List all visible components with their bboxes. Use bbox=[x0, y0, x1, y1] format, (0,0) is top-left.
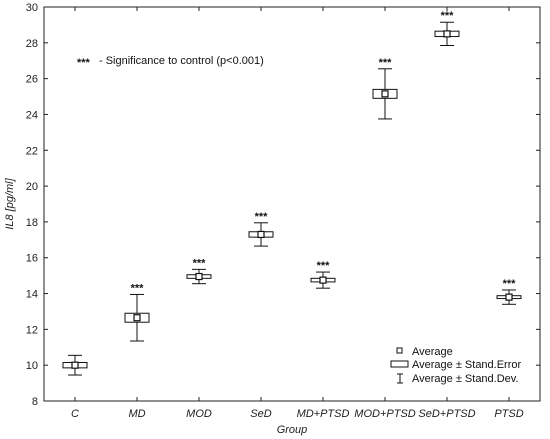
y-tick-label: 16 bbox=[26, 253, 38, 265]
x-axis-title: Group bbox=[277, 424, 308, 436]
mean-marker bbox=[381, 90, 389, 98]
group-sed-plus-ptsd: *** bbox=[434, 10, 460, 47]
mean-marker bbox=[133, 314, 141, 322]
group-mod-plus-ptsd: *** bbox=[372, 57, 398, 120]
y-tick-label: 10 bbox=[26, 360, 38, 372]
y-tick-label: 22 bbox=[26, 145, 38, 157]
y-tick-label: 18 bbox=[26, 217, 38, 229]
x-tick-label: PTSD bbox=[494, 408, 523, 420]
group-md: *** bbox=[124, 282, 150, 342]
significance-note: *** - Significance to control (p<0.001) bbox=[77, 55, 264, 69]
x-tick-label: MOD+PTSD bbox=[354, 408, 415, 420]
group-ptsd: *** bbox=[496, 278, 522, 305]
y-tick-label: 30 bbox=[26, 2, 38, 14]
y-tick-label: 8 bbox=[32, 396, 38, 408]
mean-marker bbox=[195, 272, 203, 281]
mean-marker bbox=[505, 293, 513, 301]
x-axis: C MD MOD SeD MD+PTSD MOD+PTSD SeD+PTSD PTSD bbox=[71, 7, 524, 420]
significance-label: *** bbox=[441, 10, 455, 22]
legend-sd-icon bbox=[397, 373, 403, 384]
note-text: - Significance to control (p<0.001) bbox=[99, 55, 264, 67]
y-axis: 8 10 12 14 16 18 20 22 24 26 28 30 bbox=[26, 2, 540, 408]
x-tick-label: SeD bbox=[250, 408, 271, 420]
x-tick-label: MOD bbox=[186, 408, 212, 420]
x-tick-label: MD bbox=[128, 408, 145, 420]
legend: Average Average ± Stand.Error Average ± … bbox=[390, 346, 522, 385]
group-sed: *** bbox=[248, 211, 274, 247]
significance-label: *** bbox=[379, 57, 393, 69]
y-tick-label: 20 bbox=[26, 181, 38, 193]
y-tick-label: 24 bbox=[26, 109, 38, 121]
x-tick-label: C bbox=[71, 408, 79, 420]
mean-marker bbox=[319, 276, 327, 284]
mean-marker bbox=[443, 30, 451, 38]
mean-marker bbox=[257, 230, 265, 239]
legend-se-label: Average ± Stand.Error bbox=[412, 359, 522, 371]
y-tick-label: 28 bbox=[26, 38, 38, 50]
y-tick-label: 14 bbox=[26, 289, 38, 301]
y-tick-label: 26 bbox=[26, 74, 38, 86]
note-marker: *** bbox=[77, 57, 91, 69]
significance-label: *** bbox=[193, 257, 207, 269]
significance-label: *** bbox=[503, 278, 517, 290]
mean-marker bbox=[71, 361, 79, 369]
legend-se-icon bbox=[390, 360, 409, 368]
significance-label: *** bbox=[255, 211, 269, 223]
legend-average-icon bbox=[396, 347, 403, 354]
x-tick-label: MD+PTSD bbox=[297, 408, 350, 420]
significance-label: *** bbox=[131, 282, 145, 294]
legend-average-label: Average bbox=[412, 346, 453, 358]
significance-label: *** bbox=[317, 260, 331, 272]
y-axis-title: IL8 [pg/ml] bbox=[4, 177, 16, 229]
legend-sd-label: Average ± Stand.Dev. bbox=[412, 373, 519, 385]
series: *** *** *** *** *** *** *** bbox=[62, 10, 522, 376]
group-c bbox=[62, 354, 88, 376]
y-tick-label: 12 bbox=[26, 324, 38, 336]
group-md-plus-ptsd: *** bbox=[310, 260, 336, 289]
x-tick-label: SeD+PTSD bbox=[418, 408, 475, 420]
group-mod: *** bbox=[186, 257, 212, 285]
plot-area bbox=[43, 6, 541, 402]
